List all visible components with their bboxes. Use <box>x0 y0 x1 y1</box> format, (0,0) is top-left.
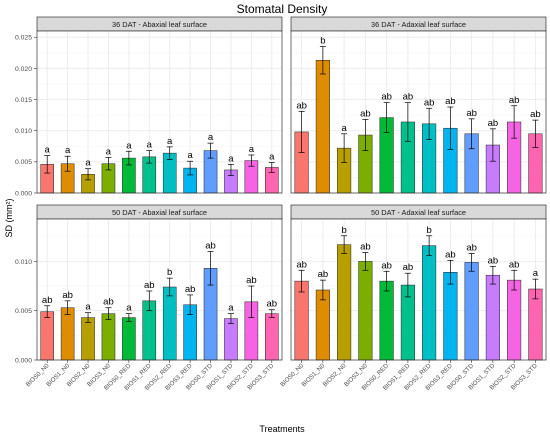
significance-label: ab <box>296 100 307 111</box>
bar-BIOS2_RED <box>422 245 437 361</box>
y-tick-label: 0.025 <box>15 35 32 42</box>
bar-BIOS2_RED <box>162 286 177 361</box>
y-axis-title: SD (mm²) <box>4 199 14 238</box>
bar-BIOS2_STD <box>507 279 522 361</box>
significance-label: b <box>426 225 431 236</box>
figure-title: Stomatal Density <box>237 2 328 16</box>
panel-4: 50 DAT - Adaxial leaf surfaceabBIOS0_N0a… <box>279 204 547 392</box>
significance-label: ab <box>296 259 307 270</box>
y-tick-label: 0.000 <box>15 190 32 197</box>
significance-label: ab <box>445 249 456 260</box>
significance-label: ab <box>360 242 371 253</box>
significance-label: a <box>65 145 71 156</box>
significance-label: a <box>249 144 255 155</box>
panel-1: 36 DAT - Abaxial leaf surface 0.000 0.005 0… <box>15 16 283 197</box>
bar-BIOS0_N0 <box>294 280 309 361</box>
significance-label: b <box>167 267 172 278</box>
bar-BIOS1_N0 <box>60 307 75 361</box>
significance-label: ab <box>185 284 196 295</box>
y-tick-label: 0.015 <box>15 97 32 104</box>
significance-label: a <box>341 123 347 134</box>
significance-label: a <box>147 140 153 151</box>
bar-BIOS2_N0 <box>337 244 352 361</box>
significance-label: a <box>126 303 132 314</box>
bar-BIOS3_STD <box>265 313 279 361</box>
significance-label: ab <box>424 97 435 108</box>
y-tick-label: 0.000 <box>15 357 32 364</box>
bar-BIOS3_N0 <box>101 313 116 361</box>
panels: 36 DAT - Abaxial leaf surface 0.000 0.005 0… <box>15 16 547 392</box>
bar-BIOS1_STD <box>224 318 238 361</box>
panel-strip-label: 36 DAT - Adaxial leaf surface <box>371 20 466 29</box>
significance-label: ab <box>360 108 371 119</box>
significance-label: b <box>320 36 325 47</box>
panel-border <box>290 30 547 194</box>
significance-label: ab <box>381 260 392 271</box>
significance-label: a <box>126 140 132 151</box>
significance-label: a <box>45 145 51 156</box>
significance-label: ab <box>403 262 414 273</box>
significance-label: ab <box>509 95 520 106</box>
bar-BIOS3_RED <box>443 271 458 361</box>
significance-label: ab <box>42 295 53 306</box>
significance-label: a <box>167 136 173 147</box>
y-tick-label: 0.020 <box>15 66 32 73</box>
significance-label: ab <box>403 92 414 103</box>
y-tick-label: 0.010 <box>15 128 32 135</box>
bar-BIOS2_N0 <box>81 317 95 361</box>
significance-label: ab <box>488 255 499 266</box>
bar-BIOS1_N0 <box>315 60 330 194</box>
bar-BIOS0_RED <box>379 280 394 361</box>
significance-label: b <box>341 225 346 236</box>
bar-BIOS0_RED <box>122 317 136 361</box>
y-tick-label: 0.005 <box>15 308 32 315</box>
significance-label: ab <box>318 269 329 280</box>
significance-label: ab <box>103 297 114 308</box>
significance-label: a <box>85 302 91 313</box>
panel-border <box>290 218 547 361</box>
significance-label: a <box>533 268 539 279</box>
significance-label: a <box>187 150 193 161</box>
significance-label: a <box>269 151 275 162</box>
panel-strip-label: 50 DAT - Abaxial leaf surface <box>112 208 207 217</box>
significance-label: a <box>228 153 234 164</box>
panel-background <box>291 31 546 193</box>
significance-label: ab <box>62 290 73 301</box>
y-tick-label: 0.005 <box>15 159 32 166</box>
significance-label: ab <box>509 259 520 270</box>
panel-3: 50 DAT - Abaxial leaf surface 0.000 0.005 0… <box>15 204 283 392</box>
significance-label: ab <box>466 243 477 254</box>
significance-label: ab <box>246 275 257 286</box>
x-axis-title: Treatments <box>259 424 305 434</box>
significance-label: a <box>106 146 112 157</box>
significance-label: ab <box>381 92 392 103</box>
significance-label: ab <box>144 280 155 291</box>
bar-BIOS0_STD <box>464 262 479 361</box>
panel-background <box>37 219 282 360</box>
panel-strip-label: 36 DAT - Abaxial leaf surface <box>112 20 207 29</box>
significance-label: a <box>208 132 214 143</box>
significance-label: ab <box>530 109 541 120</box>
significance-label: a <box>228 303 234 314</box>
bar-BIOS3_STD <box>528 288 543 361</box>
significance-label: ab <box>466 108 477 119</box>
bar-BIOS0_N0 <box>40 311 54 361</box>
panel-strip-label: 50 DAT - Adaxial leaf surface <box>371 208 466 217</box>
panel-background <box>291 219 546 360</box>
significance-label: ab <box>445 96 456 107</box>
significance-label: ab <box>205 241 216 252</box>
bar-BIOS1_N0 <box>315 289 330 361</box>
y-tick-label: 0.010 <box>15 259 32 266</box>
significance-label: ab <box>488 118 499 129</box>
panel-background <box>37 31 282 193</box>
significance-label: ab <box>267 299 278 310</box>
panel-border <box>36 218 283 361</box>
bar-BIOS1_STD <box>485 274 500 361</box>
bar-BIOS3_N0 <box>358 261 373 361</box>
panel-border <box>36 30 283 194</box>
significance-label: a <box>85 158 91 169</box>
